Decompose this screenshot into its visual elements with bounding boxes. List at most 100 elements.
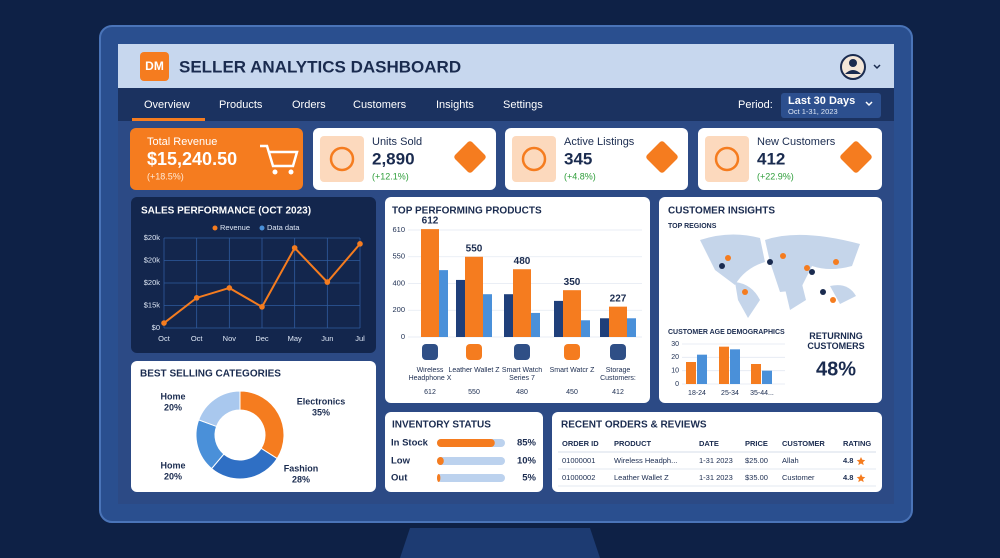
kpi-side-icon <box>840 141 872 173</box>
avatar-head[interactable] <box>849 59 857 67</box>
map-region <box>830 285 856 304</box>
map-region <box>782 276 806 310</box>
product-icon <box>422 344 438 360</box>
returning-label: RETURNING CUSTOMERS <box>807 331 865 352</box>
x-tick-label: May <box>288 334 302 343</box>
x-tick-label: Jun <box>321 334 333 343</box>
map-marker <box>725 255 731 261</box>
data-point <box>357 241 363 247</box>
y-tick-label: 0 <box>675 381 679 388</box>
map-marker <box>820 289 826 295</box>
nav-tab[interactable]: Overview <box>144 99 190 111</box>
kpi-icon-box <box>705 136 749 182</box>
y-tick-label: 20 <box>671 354 679 361</box>
bar <box>504 294 513 337</box>
data-point <box>324 279 331 285</box>
product-icon <box>514 344 530 360</box>
map-marker <box>767 259 773 265</box>
bar <box>697 354 707 384</box>
period-dropdown[interactable]: Last 30 Days Oct 1-31, 2023 <box>781 93 881 118</box>
nav-tab[interactable]: Orders <box>292 99 326 111</box>
nav-tab[interactable]: Products <box>219 99 263 111</box>
segment-value: 35% <box>312 407 330 417</box>
bar <box>437 439 495 447</box>
nav-tab[interactable]: Insights <box>436 99 474 111</box>
data-point <box>291 245 298 251</box>
map-marker <box>804 265 810 271</box>
map-marker <box>833 259 839 265</box>
bar <box>600 318 609 337</box>
map-marker <box>809 269 815 275</box>
kpi-side-icon <box>454 141 486 173</box>
bar <box>751 364 761 384</box>
table-cell: 4.8 <box>843 456 853 465</box>
inventory-card <box>385 412 543 492</box>
y-tick-label: 400 <box>392 278 405 287</box>
y-tick-label: $0 <box>152 323 160 332</box>
bar-track <box>437 457 505 465</box>
kpi-icon <box>329 146 355 172</box>
map-marker <box>830 297 836 303</box>
kpi-label: Units Sold <box>372 136 422 148</box>
table-header: PRODUCT <box>614 439 652 448</box>
map-marker <box>719 263 725 269</box>
nav-tab[interactable]: Settings <box>503 99 543 111</box>
nav-tab[interactable]: Customers <box>353 99 407 111</box>
inventory-value: 85% <box>517 438 537 449</box>
rating-star <box>856 474 866 483</box>
legend-label: Data data <box>267 223 300 232</box>
table-cell: Customer <box>782 473 815 482</box>
chart-title: CUSTOMER AGE DEMOGRAPHICS <box>668 329 785 336</box>
segment-label: Home <box>160 391 185 401</box>
period-range[interactable]: Oct 1-31, 2023 <box>788 107 838 116</box>
product-count: 550 <box>468 389 480 396</box>
bar <box>627 318 636 337</box>
y-tick-label: 610 <box>392 225 405 234</box>
chart-title: SALES PERFORMANCE (OCT 2023) <box>141 206 311 217</box>
inventory-label: In Stock <box>391 438 429 449</box>
data-point <box>161 320 167 326</box>
kpi-change: (+12.1%) <box>372 171 409 181</box>
bar-value-label: 350 <box>564 277 581 288</box>
user-avatar[interactable] <box>840 54 881 80</box>
sales-card <box>131 197 376 353</box>
categories-card <box>131 361 376 492</box>
product-name-box: Wireless Headphone X <box>409 367 452 382</box>
table-cell: 4.8 <box>843 473 853 482</box>
table-cell: 1-31 2023 <box>699 456 733 465</box>
bar <box>437 457 444 465</box>
table-header: ORDER ID <box>562 439 599 448</box>
product-icon <box>564 344 580 360</box>
bar <box>456 279 465 337</box>
avatar-chevron[interactable] <box>873 64 881 70</box>
period-value[interactable]: Last 30 Days <box>788 95 855 107</box>
table-cell: $35.00 <box>745 473 768 482</box>
dropdown-chevron[interactable] <box>865 101 873 107</box>
bar <box>563 290 581 337</box>
table-header: PRICE <box>745 439 768 448</box>
period-label: Period: <box>738 99 773 111</box>
data-point <box>193 295 200 301</box>
dropdown-box[interactable] <box>781 93 881 118</box>
kpi-cart-icon <box>260 144 299 168</box>
avatar-body[interactable] <box>845 70 861 74</box>
product-name-box: Smart Watch Series 7 <box>502 367 542 382</box>
bar <box>531 312 540 337</box>
kpi-card <box>130 128 303 190</box>
table-cell: $25.00 <box>745 456 768 465</box>
kpi-side-icon <box>646 141 678 173</box>
x-tick-label: 18-24 <box>688 390 706 397</box>
y-tick-label: 0 <box>401 332 405 341</box>
inventory-value: 10% <box>517 456 537 467</box>
nav-bar <box>118 88 894 121</box>
kpi-icon <box>714 146 740 172</box>
bar <box>465 256 483 337</box>
kpi-value: 412 <box>757 149 785 168</box>
product-count: 450 <box>566 389 578 396</box>
section-title: TOP REGIONS <box>668 223 717 230</box>
y-tick-label: 550 <box>392 252 405 261</box>
kpi-change: (+18.5%) <box>147 171 184 181</box>
kpi-label: Total Revenue <box>147 136 217 148</box>
y-tick-label: 200 <box>392 305 405 314</box>
